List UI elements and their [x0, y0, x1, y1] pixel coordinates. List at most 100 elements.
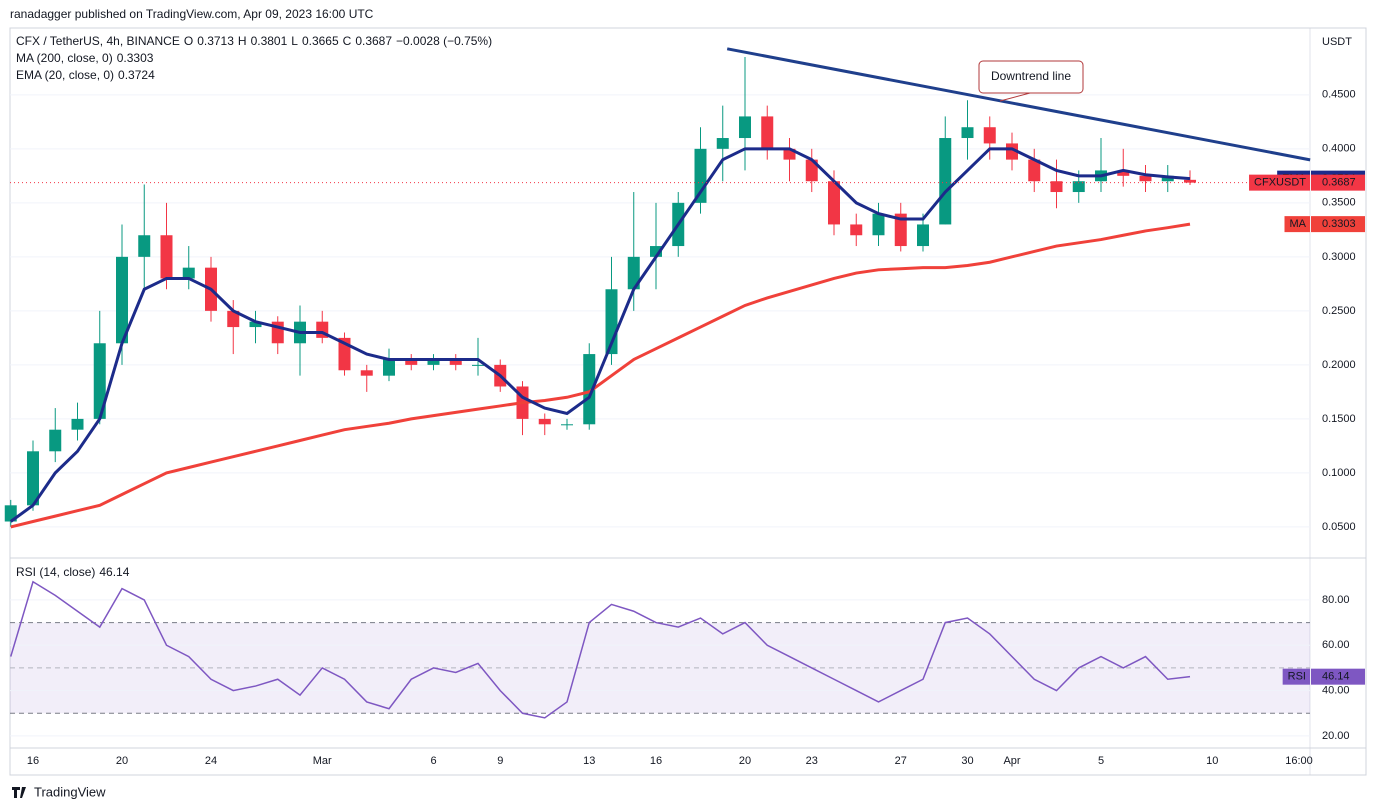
rsi-line: [10, 580, 1191, 719]
legend-text: −0.0028 (−0.75%): [396, 34, 492, 48]
candle-body: [561, 424, 573, 426]
candle-body: [449, 359, 462, 365]
candle-body: [1139, 175, 1152, 182]
frame: [9, 27, 1367, 776]
candle-body: [538, 418, 551, 425]
x-tick-label: 27: [895, 755, 907, 767]
y-tick-label: 0.4000: [1322, 143, 1356, 155]
x-tick-label: 23: [806, 755, 818, 767]
x-tick-label: 30: [961, 755, 973, 767]
legend-text: MA (200, close, 0): [16, 51, 113, 65]
tag-box: [1284, 216, 1310, 233]
candle-body: [472, 364, 484, 366]
tag-box: [1282, 668, 1310, 685]
y-tick-label: 40.00: [1322, 684, 1350, 696]
tag-value: 0.3303: [1322, 218, 1356, 230]
candle-body: [761, 116, 774, 149]
x-tick-label: 16: [27, 755, 39, 767]
tag-box: [1249, 174, 1310, 191]
y-tick-label: 0.1000: [1322, 467, 1356, 479]
candle-body: [182, 267, 195, 279]
brand-logo: [12, 787, 26, 798]
candle-body: [383, 359, 395, 376]
legend-text: CFX / TetherUS, 4h, BINANCE: [16, 34, 180, 48]
y-tick-label: 0.0500: [1322, 521, 1356, 533]
candle-body: [1184, 179, 1196, 183]
legend-text: O: [184, 34, 193, 48]
brand: TradingView: [34, 784, 106, 799]
candle-body: [1050, 181, 1063, 193]
x-tick-label: 5: [1098, 755, 1104, 767]
y-tick-label: 0.4500: [1322, 89, 1356, 101]
candle-body: [249, 321, 262, 328]
candle-body: [627, 256, 640, 290]
tag-value-box: [1311, 216, 1365, 233]
candle-body: [939, 138, 952, 225]
trend-line: [726, 47, 1311, 162]
legend-text: EMA (20, close, 0): [16, 68, 114, 82]
tag-label: MA: [1290, 218, 1307, 230]
y-axis-label: USDT: [1322, 36, 1352, 48]
candle-body: [427, 359, 440, 365]
legend-text: 0.3801: [251, 34, 288, 48]
y-tick-label: 0.3500: [1322, 197, 1356, 209]
tag-value-box: [1311, 668, 1365, 685]
legend-text: 0.3665: [302, 34, 339, 48]
annotation-pointer: [999, 92, 1031, 102]
y-tick-label: 60.00: [1322, 639, 1350, 651]
x-tick-label: 13: [583, 755, 595, 767]
candle-body: [116, 256, 128, 344]
x-tick-label: 16: [650, 755, 662, 767]
candle-body: [227, 310, 240, 328]
candle-body: [405, 359, 418, 365]
candle-body: [850, 224, 863, 236]
candle-body: [716, 138, 729, 149]
candle-body: [894, 213, 907, 247]
legend-text: C: [343, 34, 352, 48]
x-tick-label: Mar: [313, 755, 332, 767]
legend-text: 0.3724: [118, 68, 155, 82]
candle-body: [360, 370, 373, 376]
candle-body: [1161, 175, 1174, 182]
y-tick-label: 80.00: [1322, 594, 1350, 606]
legend-text: 0.3687: [355, 34, 392, 48]
tag-label: CFXUSDT: [1254, 177, 1306, 189]
candle-body: [71, 418, 84, 430]
y-tick-label: 20.00: [1322, 730, 1350, 742]
indicator-line: [9, 147, 1191, 523]
x-tick-label: 24: [205, 755, 217, 767]
candle-body: [1117, 170, 1130, 176]
y-tick-label: 0.1500: [1322, 413, 1356, 425]
x-tick-label: 9: [497, 755, 503, 767]
candle-body: [1028, 159, 1041, 182]
candle-body: [160, 235, 173, 279]
x-tick-label: Apr: [1003, 755, 1020, 767]
candle-body: [27, 451, 39, 506]
tag-value: 0.3687: [1322, 177, 1356, 189]
candle-body: [4, 505, 17, 522]
legend-text: 46.14: [99, 565, 129, 579]
candle-body: [583, 354, 596, 425]
legend-text: L: [291, 34, 298, 48]
x-tick-label: 20: [739, 755, 751, 767]
candle-body: [138, 235, 151, 257]
legend-text: H: [238, 34, 247, 48]
legend-text: 0.3303: [117, 51, 154, 65]
y-tick-label: 0.2000: [1322, 359, 1356, 371]
legend-text: RSI (14, close): [16, 565, 95, 579]
x-tick-label: 16:00: [1285, 755, 1313, 767]
tag-value-box: [1311, 174, 1365, 191]
x-tick-label: 10: [1206, 755, 1218, 767]
candle-body: [783, 148, 796, 160]
annotation-box: [978, 60, 1084, 94]
indicator-line: [10, 222, 1191, 529]
candle-body: [828, 181, 840, 225]
legend-text: 0.3713: [197, 34, 234, 48]
tag-value: 46.14: [1322, 671, 1350, 683]
candle-body: [93, 343, 106, 419]
candle-body: [872, 213, 885, 236]
x-tick-label: 6: [430, 755, 436, 767]
candle-body: [917, 224, 929, 247]
candle-body: [983, 127, 996, 144]
